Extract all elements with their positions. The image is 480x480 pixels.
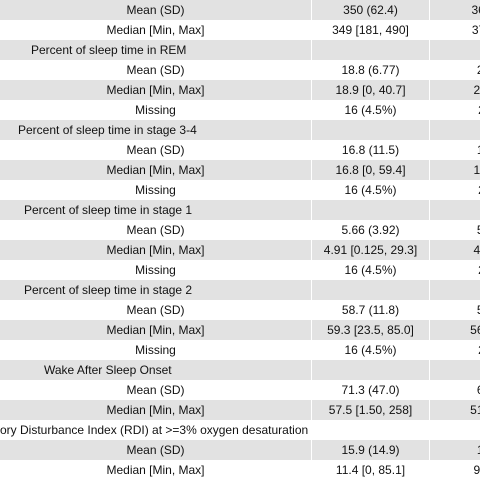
variable-label: Percent of sleep time in stage 3-4 bbox=[18, 123, 197, 137]
group1-value: 11.4 [0, 85.1] bbox=[311, 460, 429, 480]
table-row-variable: ory Disturbance Index (RDI) at >=3% oxyg… bbox=[0, 420, 480, 440]
row-label: Median [Min, Max] bbox=[106, 163, 205, 177]
group2-value bbox=[429, 40, 480, 60]
group2-value: 362 (6 bbox=[429, 0, 480, 20]
group2-value bbox=[429, 360, 480, 380]
group2-value: 51.0 [1 bbox=[429, 400, 480, 420]
table-row: Mean (SD) 5.66 (3.92)5.04 bbox=[0, 220, 480, 240]
row-label: Mean (SD) bbox=[126, 3, 185, 17]
group2-value: 20.2 bbox=[429, 60, 480, 80]
group2-value: 18.9 bbox=[429, 140, 480, 160]
group2-value bbox=[429, 280, 480, 300]
table-row: Mean (SD) 18.8 (6.77)20.2 bbox=[0, 60, 480, 80]
row-label: Mean (SD) bbox=[126, 303, 185, 317]
group1-value: 15.9 (14.9) bbox=[311, 440, 429, 460]
group1-value: 57.5 [1.50, 258] bbox=[311, 400, 429, 420]
group1-value: 350 (62.4) bbox=[311, 0, 429, 20]
variable-label: Wake After Sleep Onset bbox=[44, 363, 172, 377]
group1-value bbox=[311, 420, 429, 440]
table-row: Mean (SD) 350 (62.4)362 (6 bbox=[0, 0, 480, 20]
group1-value: 71.3 (47.0) bbox=[311, 380, 429, 400]
group1-value: 18.9 [0, 40.7] bbox=[311, 80, 429, 100]
table-row-variable: Percent of sleep time in stage 3-4 bbox=[0, 120, 480, 140]
group2-value: 29 ( bbox=[429, 180, 480, 200]
row-label: Median [Min, Max] bbox=[106, 23, 205, 37]
group2-value: 13.6 bbox=[429, 440, 480, 460]
table-row: Mean (SD) 71.3 (47.0)62.0 bbox=[0, 380, 480, 400]
group1-value: 16 (4.5%) bbox=[311, 340, 429, 360]
group1-value: 58.7 (11.8) bbox=[311, 300, 429, 320]
table-row: Missing 16 (4.5%)29 ( bbox=[0, 340, 480, 360]
table-row: Median [Min, Max] 57.5 [1.50, 258]51.0 [1 bbox=[0, 400, 480, 420]
group2-value: 371 [1 bbox=[429, 20, 480, 40]
row-label: Mean (SD) bbox=[126, 223, 185, 237]
group2-value: 4.17 [ bbox=[429, 240, 480, 260]
group1-value: 59.3 [23.5, 85.0] bbox=[311, 320, 429, 340]
group2-value: 20.4 [ bbox=[429, 80, 480, 100]
table-row-variable: Wake After Sleep Onset bbox=[0, 360, 480, 380]
row-label: Median [Min, Max] bbox=[106, 323, 205, 337]
group1-value: 16 (4.5%) bbox=[311, 180, 429, 200]
row-label: Median [Min, Max] bbox=[106, 403, 205, 417]
table-row: Mean (SD) 15.9 (14.9)13.6 bbox=[0, 440, 480, 460]
table-row: Median [Min, Max] 349 [181, 490]371 [1 bbox=[0, 20, 480, 40]
table-row-variable: Percent of sleep time in stage 1 bbox=[0, 200, 480, 220]
group1-value bbox=[311, 40, 429, 60]
group1-value bbox=[311, 200, 429, 220]
row-label: Missing bbox=[135, 263, 176, 277]
variable-label: Percent of sleep time in stage 2 bbox=[24, 283, 193, 297]
table-row: Missing 16 (4.5%)29 ( bbox=[0, 180, 480, 200]
row-label: Mean (SD) bbox=[126, 443, 185, 457]
group1-value: 16 (4.5%) bbox=[311, 260, 429, 280]
table-row: Mean (SD) 58.7 (11.8)55.8 bbox=[0, 300, 480, 320]
row-label: Missing bbox=[135, 103, 176, 117]
group2-value bbox=[429, 200, 480, 220]
group1-value bbox=[311, 120, 429, 140]
group2-value bbox=[429, 120, 480, 140]
variable-label: ory Disturbance Index (RDI) at >=3% oxyg… bbox=[0, 423, 309, 437]
group1-value: 16.8 (11.5) bbox=[311, 140, 429, 160]
row-label: Mean (SD) bbox=[126, 383, 185, 397]
group1-value bbox=[311, 360, 429, 380]
row-label: Median [Min, Max] bbox=[106, 243, 205, 257]
group1-value: 16 (4.5%) bbox=[311, 100, 429, 120]
group1-value: 5.66 (3.92) bbox=[311, 220, 429, 240]
group1-value: 16.8 [0, 59.4] bbox=[311, 160, 429, 180]
table-row: Missing 16 (4.5%)29 ( bbox=[0, 100, 480, 120]
table-row-variable: Percent of sleep time in REM bbox=[0, 40, 480, 60]
group2-value: 29 ( bbox=[429, 340, 480, 360]
table-row: Median [Min, Max] 18.9 [0, 40.7]20.4 [ bbox=[0, 80, 480, 100]
group2-value: 9.04 [ bbox=[429, 460, 480, 480]
row-label: Mean (SD) bbox=[126, 143, 185, 157]
variable-label: Percent of sleep time in REM bbox=[31, 43, 187, 57]
variable-label: Percent of sleep time in stage 1 bbox=[24, 203, 193, 217]
row-label: Missing bbox=[135, 343, 176, 357]
group2-value: 5.04 bbox=[429, 220, 480, 240]
table-row: Missing 16 (4.5%)29 ( bbox=[0, 260, 480, 280]
group2-value: 29 ( bbox=[429, 100, 480, 120]
group1-value: 349 [181, 490] bbox=[311, 20, 429, 40]
row-label: Mean (SD) bbox=[126, 63, 185, 77]
group2-value: 18.1 [ bbox=[429, 160, 480, 180]
table-row-variable: Percent of sleep time in stage 2 bbox=[0, 280, 480, 300]
group2-value: 56.3 [1 bbox=[429, 320, 480, 340]
table-row: Median [Min, Max] 16.8 [0, 59.4]18.1 [ bbox=[0, 160, 480, 180]
group1-value: 4.91 [0.125, 29.3] bbox=[311, 240, 429, 260]
table-row: Median [Min, Max] 4.91 [0.125, 29.3]4.17 … bbox=[0, 240, 480, 260]
table-row: Median [Min, Max] 59.3 [23.5, 85.0]56.3 [… bbox=[0, 320, 480, 340]
table-row: Mean (SD) 16.8 (11.5)18.9 bbox=[0, 140, 480, 160]
group1-value bbox=[311, 280, 429, 300]
table-row: Median [Min, Max] 11.4 [0, 85.1]9.04 [ bbox=[0, 460, 480, 480]
group2-value: 29 ( bbox=[429, 260, 480, 280]
group2-value: 55.8 bbox=[429, 300, 480, 320]
group1-value: 18.8 (6.77) bbox=[311, 60, 429, 80]
row-label: Median [Min, Max] bbox=[106, 83, 205, 97]
row-label: Median [Min, Max] bbox=[106, 463, 205, 477]
row-label: Missing bbox=[135, 183, 176, 197]
group2-value bbox=[429, 420, 480, 440]
group2-value: 62.0 bbox=[429, 380, 480, 400]
